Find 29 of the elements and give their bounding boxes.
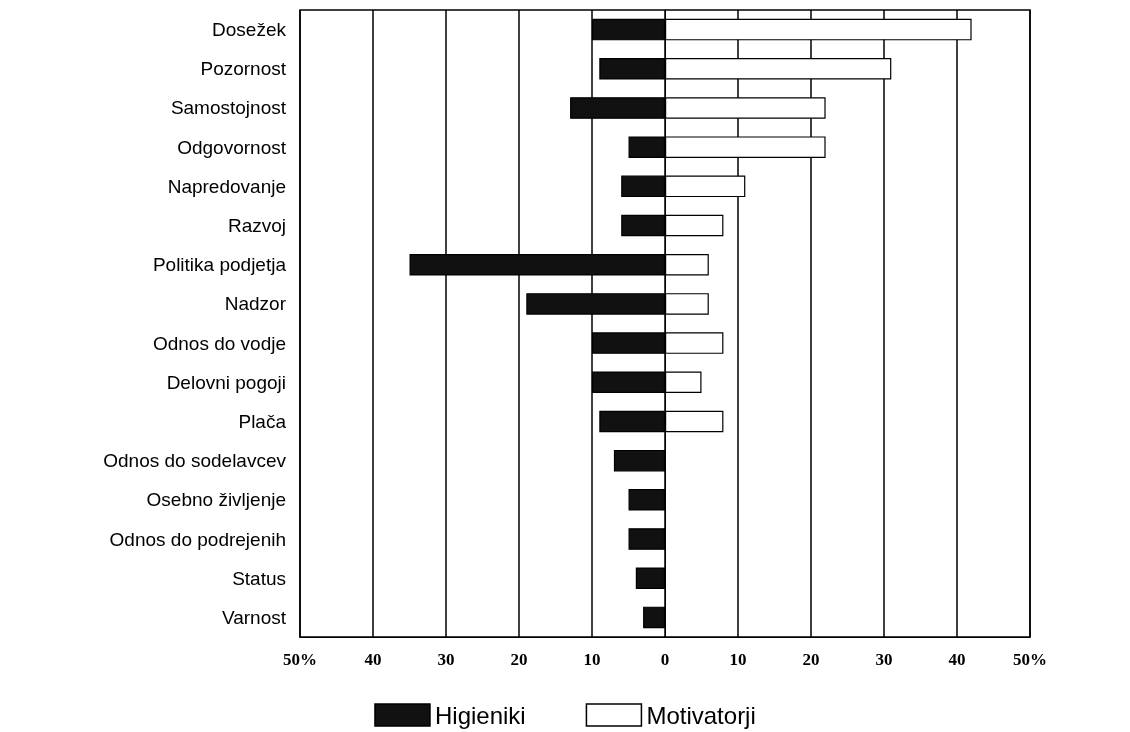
x-tick-label: 20 [802,650,820,669]
x-tick-label: 20 [510,650,528,669]
y-tick-label: Nadzor [224,293,287,315]
y-tick-label: Odnos do podrejenih [109,528,286,550]
x-tick-label: 40 [364,650,382,669]
y-tick-label: Odnos do vodje [152,332,286,354]
y-tick-label: Politika podjetja [152,254,287,276]
y-tick-label: Pozornost [200,58,287,80]
y-tick-label: Plača [238,410,287,432]
y-tick-label: Razvoj [227,215,286,237]
x-tick-label: 0 [660,650,670,669]
y-tick-label: Osebno življenje [146,489,286,511]
y-tick-label: Delovni pogoji [166,371,286,393]
y-tick-label: Napredovanje [167,175,286,197]
x-tick-label: 10 [583,650,601,669]
y-tick-label: Odnos do sodelavcev [103,450,287,472]
x-tick-label: 50% [283,650,317,669]
x-tick-label: 40 [948,650,966,669]
x-tick-label: 30 [437,650,455,669]
x-tick-label: 50% [1013,650,1047,669]
legend-label: Motivatorji [646,701,756,729]
y-tick-label: Dosežek [212,19,287,41]
x-tick-label: 10 [729,650,747,669]
y-tick-label: Status [232,567,286,589]
y-tick-label: Varnost [221,606,287,628]
legend-label: Higieniki [434,701,526,729]
x-tick-label: 30 [875,650,893,669]
y-tick-label: Samostojnost [170,97,287,119]
y-tick-label: Odgovornost [177,136,287,158]
